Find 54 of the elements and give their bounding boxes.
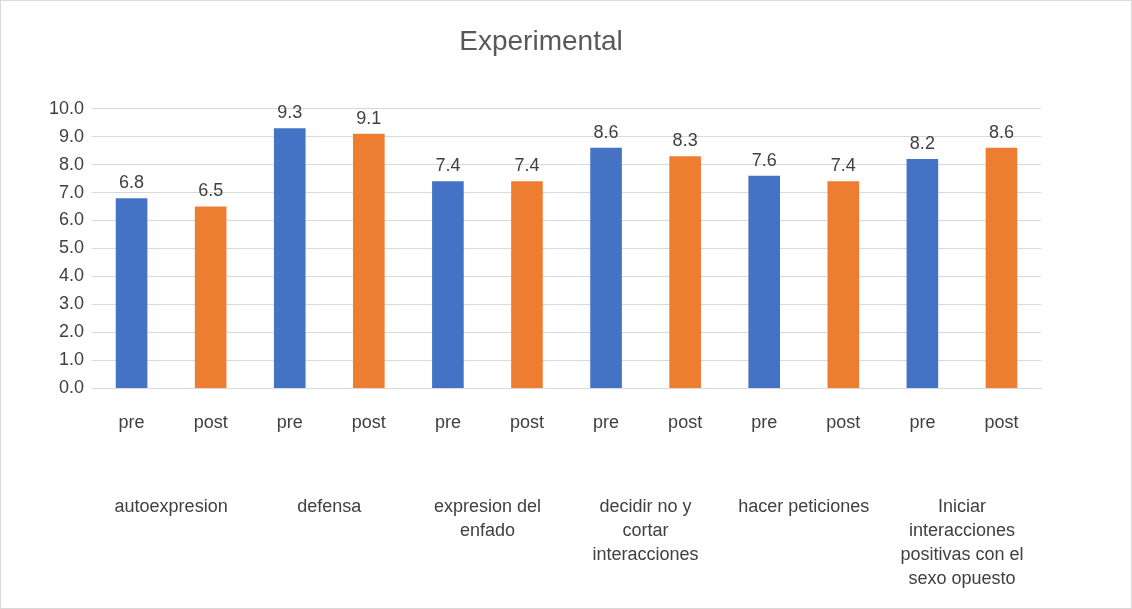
data-label: 7.4 [514, 155, 540, 176]
y-tick-label: 2.0 [59, 321, 85, 342]
bar [273, 128, 306, 388]
bar [590, 147, 622, 388]
text: Iniciar interacciones positivas con el sexo opuesto [900, 495, 1024, 588]
bar [194, 206, 227, 388]
bar [432, 181, 464, 388]
bar [748, 175, 781, 388]
x-tick-label: pre [751, 412, 778, 433]
data-label: 8.3 [672, 130, 698, 151]
bar [669, 156, 701, 388]
x-tick-label: pre [276, 412, 303, 433]
y-tick-label: 3.0 [59, 293, 85, 314]
y-tick-label: 10.0 [48, 97, 85, 118]
y-tick-label: 7.0 [59, 181, 85, 202]
y-tick-label: 4.0 [59, 265, 85, 286]
x-tick-label: post [193, 412, 228, 433]
x-tick-label: pre [909, 412, 936, 433]
data-label: 8.6 [593, 121, 619, 142]
y-tick-label: 1.0 [59, 349, 85, 370]
bar [985, 147, 1018, 388]
data-label: 7.4 [830, 155, 856, 176]
data-label: 9.3 [277, 102, 303, 123]
x-tick-label: post [826, 412, 861, 433]
data-label: 9.1 [356, 107, 382, 128]
y-tick-label: 8.0 [59, 153, 85, 174]
x-tick-label: post [351, 412, 386, 433]
x-tick-label: post [668, 412, 703, 433]
data-label: 7.6 [751, 149, 777, 170]
y-tick-label: 0.0 [59, 377, 85, 398]
y-tick-label: 9.0 [59, 125, 85, 146]
data-label: 6.8 [119, 172, 145, 193]
text: decidir no y cortar interacciones [592, 495, 699, 564]
data-label: 7.4 [435, 155, 461, 176]
bar [827, 181, 860, 388]
bar [906, 158, 939, 388]
x-tick-label: post [984, 412, 1019, 433]
x-tick-label: pre [434, 412, 461, 433]
bar [353, 133, 385, 388]
y-tick-label: 6.0 [59, 209, 85, 230]
data-label: 8.2 [909, 132, 935, 153]
bar [115, 198, 148, 388]
text: defensa [297, 495, 363, 516]
text: expresion del enfado [433, 495, 541, 540]
y-tick-label: 5.0 [59, 237, 85, 258]
bar [511, 181, 543, 388]
x-tick-label: pre [118, 412, 145, 433]
text: hacer peticiones [738, 495, 870, 516]
text: autoexpresion [114, 495, 228, 516]
data-label: 6.5 [198, 180, 224, 201]
x-tick-label: post [509, 412, 544, 433]
data-label: 8.6 [988, 121, 1014, 142]
chart-title: Experimental [459, 24, 623, 56]
x-tick-label: pre [593, 412, 620, 433]
